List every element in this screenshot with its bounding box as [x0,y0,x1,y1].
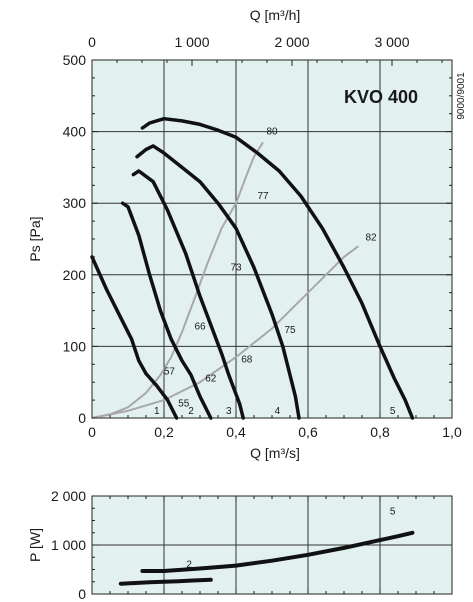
curve-label: 75 [284,325,296,336]
power-curve-series-1 [118,577,213,586]
y-tick-label: 200 [63,267,87,283]
curve-label: 1 [154,406,160,417]
curve-label: 82 [365,233,377,244]
fan-curves [90,116,415,420]
main-grid [92,60,452,418]
power-curve-label: 5 [390,507,396,518]
power-axis-ticks: 0 1 000 2 000 [51,488,453,602]
x-tick-label: 0,6 [298,424,318,440]
y-tick-label: 0 [78,586,86,602]
curve-label: 3 [226,406,232,417]
chart-title: KVO 400 [344,87,418,107]
fan-curve-4 [135,144,301,420]
power-curve-labels: 25 [186,507,395,571]
curve-label: 2 [188,406,194,417]
fan-curve-5 [140,116,415,420]
curve-label: 4 [275,406,281,417]
curve-label: 80 [266,127,278,138]
curve-label: 5 [390,406,396,417]
top-tick-label: 0 [88,34,96,50]
x-tick-label: 1,0 [442,424,462,440]
x-tick-label: 0,4 [226,424,246,440]
efficiency-curve [91,245,359,419]
curve-label: 77 [257,191,269,202]
top-tick-label: 1 000 [174,34,209,50]
curve-label: 57 [164,366,176,377]
fan-curve-2 [120,201,213,420]
main-plot-area [91,59,453,419]
y-tick-label: 300 [63,195,87,211]
y-tick-label: 400 [63,124,87,140]
y-axis-label: Ps [Pa] [27,216,43,261]
curve-label: 62 [205,374,217,385]
y-tick-label: 1 000 [51,537,86,553]
y-tick-label: 500 [63,52,87,68]
curve-label: 66 [194,321,206,332]
side-code: 9000/9001 [456,72,467,120]
curve-label: 73 [230,263,242,274]
x-axis-label: Q [m³/s] [250,445,300,461]
top-axis-label: Q [m³/h] [250,7,301,23]
top-tick-label: 2 000 [274,34,309,50]
power-curve-label: 2 [186,560,192,571]
fan-curve-3 [131,169,245,420]
y-tick-label: 2 000 [51,488,86,504]
power-y-axis-label: P [W] [27,528,43,562]
y-tick-label: 0 [78,410,86,426]
x-tick-label: 0,2 [154,424,174,440]
fan-curve-1 [90,255,179,420]
power-curves [118,530,415,586]
curve-label: 55 [178,399,190,410]
top-tick-label: 3 000 [374,34,409,50]
power-curve-2 [140,530,415,573]
efficiency-curves [91,141,359,419]
x-tick-label: 0,8 [370,424,390,440]
x-tick-label: 0 [88,424,96,440]
curve-label: 68 [241,354,253,365]
y-tick-label: 100 [63,338,87,354]
efficiency-curve [91,141,264,419]
power-grid [92,496,452,594]
